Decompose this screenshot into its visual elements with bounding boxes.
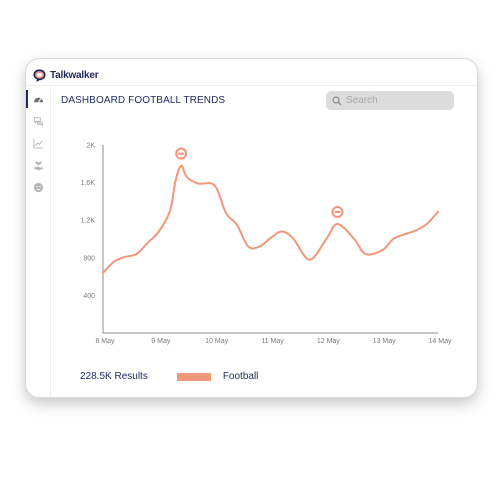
x-tick-label: 12 May xyxy=(317,338,340,345)
annotation-marker-bar xyxy=(178,152,185,155)
search-box[interactable]: Search xyxy=(326,91,454,110)
legend-swatch-football xyxy=(176,372,211,381)
results-count: 228.5K Results xyxy=(80,371,148,382)
heart-hand-icon[interactable] xyxy=(33,160,44,171)
y-tick-label: 2K xyxy=(86,143,95,150)
talkwalker-logo-icon xyxy=(33,68,46,82)
y-tick-label: 1.6K xyxy=(81,180,96,187)
x-tick-label: 9 May xyxy=(151,338,171,345)
app-window: Talkwalker DASHBOARD FOOTBALL TRENDS xyxy=(25,58,478,398)
dashboard-icon[interactable] xyxy=(33,94,44,105)
x-tick-label: 13 May xyxy=(373,338,396,345)
x-tick-label: 8 May xyxy=(95,338,115,345)
annotation-marker-bar xyxy=(334,210,341,214)
trend-chart: 400 800 1.2K 1.6K 2K 8 May 9 May 10 May 11 May 12… xyxy=(81,143,452,346)
legend-label-football[interactable]: Football xyxy=(222,371,259,382)
series-line-football xyxy=(102,164,439,274)
y-tick-label: 400 xyxy=(83,293,95,300)
face-icon[interactable] xyxy=(33,182,44,193)
brand-logo[interactable]: Talkwalker xyxy=(32,67,99,83)
x-tick-label: 11 May xyxy=(261,338,284,345)
brand-name: Talkwalker xyxy=(50,69,99,81)
search-input[interactable]: Search xyxy=(346,95,378,106)
x-tick-label: 10 May xyxy=(205,338,228,345)
header-divider xyxy=(26,85,477,86)
trend-chart-icon[interactable] xyxy=(33,138,44,149)
x-tick-label: 14 May xyxy=(429,338,452,345)
page-title: DASHBOARD FOOTBALL TRENDS xyxy=(61,95,226,106)
search-icon xyxy=(332,95,342,105)
sidebar xyxy=(26,86,51,397)
chat-icon[interactable] xyxy=(33,116,44,127)
y-tick-label: 1.2K xyxy=(81,218,96,225)
chart-footer: 228.5K Results Football xyxy=(80,371,258,382)
y-tick-label: 800 xyxy=(83,255,95,262)
sidebar-active-indicator xyxy=(26,90,28,108)
